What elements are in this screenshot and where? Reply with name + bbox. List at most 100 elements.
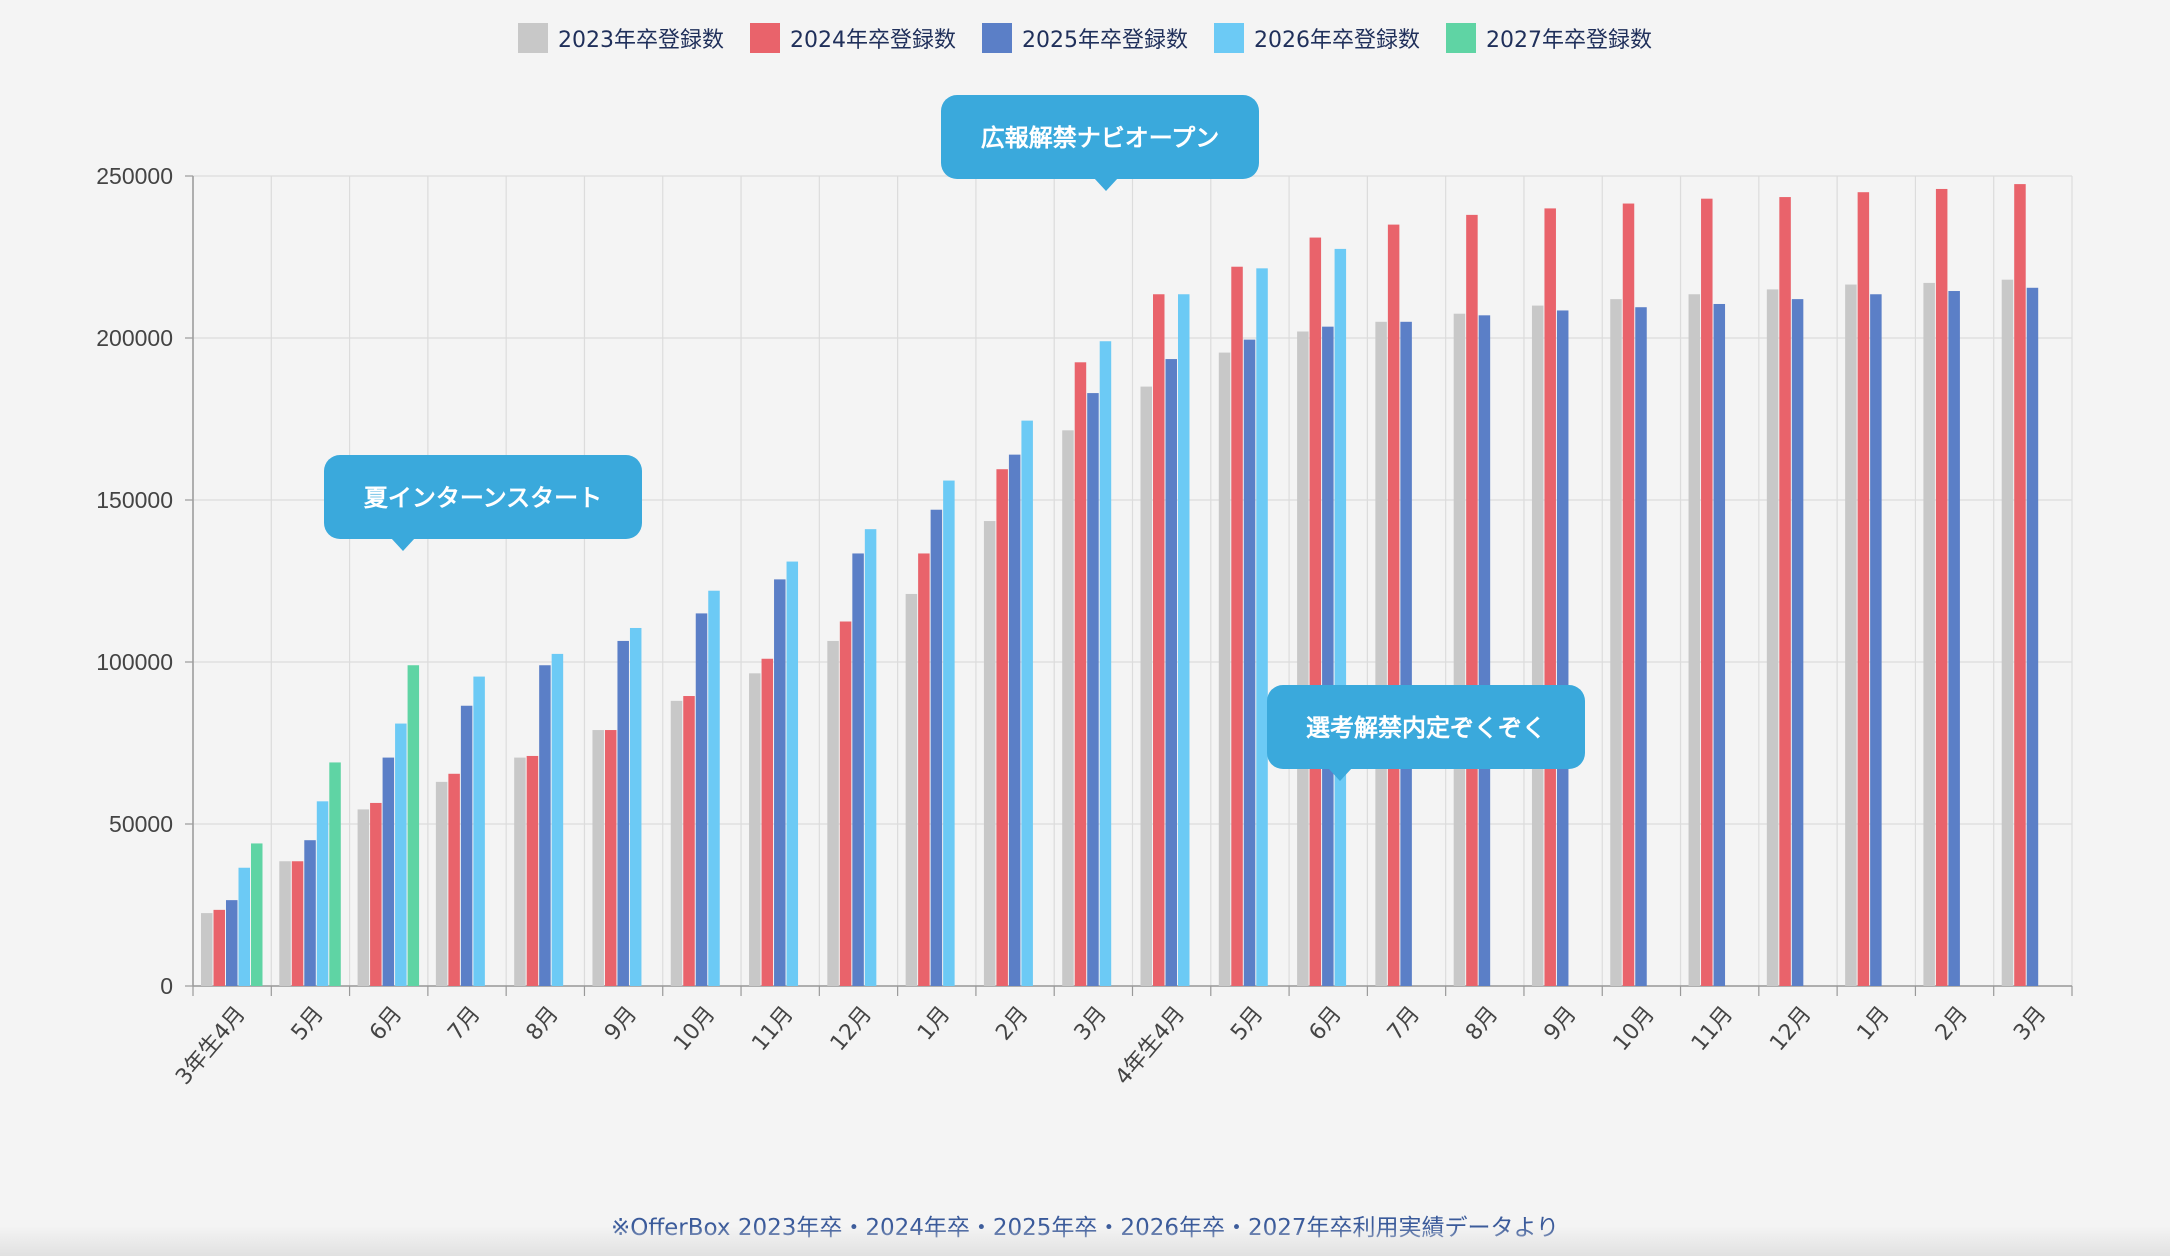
- legend-swatch: [1446, 23, 1476, 53]
- bar-3-4: [460, 705, 473, 986]
- legend-item-3: 2025年卒登録数: [982, 22, 1188, 54]
- legend-item-4: 2026年卒登録数: [1214, 22, 1420, 54]
- bar-4-14: [1256, 268, 1268, 987]
- bar-1-20: [1688, 294, 1701, 986]
- legend-label: 2024年卒登録数: [790, 28, 956, 53]
- bar-4-10: [943, 480, 955, 986]
- bar-2-12: [1074, 362, 1087, 986]
- bar-1-12: [1062, 430, 1074, 987]
- callout-1: 夏インターンスタート: [324, 455, 642, 551]
- bar-3-15: [1322, 326, 1334, 986]
- bar-2-1: [213, 909, 225, 986]
- legend-label: 2023年卒登録数: [558, 28, 724, 53]
- callout-pointer: [391, 538, 415, 551]
- y-tick-label: 50000: [109, 811, 173, 837]
- y-tick-label: 200000: [96, 325, 173, 351]
- bar-4-3: [395, 723, 407, 986]
- bar-4-7: [708, 590, 720, 986]
- bar-1-3: [357, 809, 370, 986]
- legend-swatch: [982, 23, 1012, 53]
- bar-3-3: [382, 757, 395, 986]
- bar-2-6: [604, 730, 617, 986]
- x-tick-label: 9月: [600, 1002, 642, 1046]
- x-tick-label: 8月: [522, 1002, 564, 1046]
- bar-2-9: [839, 621, 852, 986]
- x-tick-label: 6月: [365, 1002, 407, 1046]
- bar-1-21: [1766, 289, 1779, 986]
- bar-3-11: [1008, 454, 1021, 986]
- bar-4-15: [1334, 248, 1347, 986]
- bar-1-9: [827, 640, 839, 986]
- y-tick-label: 0: [160, 973, 173, 999]
- bottom-shade: [0, 1226, 2170, 1256]
- bar-3-20: [1713, 303, 1726, 987]
- bar-2-17: [1466, 214, 1478, 986]
- bar-5-2: [329, 762, 341, 986]
- y-tick-label: 150000: [96, 487, 173, 513]
- bar-chart: 0 50000 100000 150000 200000 250000 3年生4月 5月 6月 7…: [96, 95, 2073, 1090]
- bar-2-4: [448, 773, 460, 986]
- x-tick-label: 5月: [287, 1002, 329, 1046]
- bar-4-8: [786, 561, 799, 986]
- legend-swatch: [518, 23, 548, 53]
- bar-1-16: [1375, 321, 1387, 986]
- bar-4-12: [1099, 341, 1112, 986]
- bar-2-11: [996, 469, 1008, 987]
- y-tick-label: 250000: [96, 163, 173, 189]
- bar-1-1: [201, 913, 213, 986]
- x-tick-label: 1月: [1853, 1002, 1895, 1046]
- x-tick-label: 12月: [1765, 1002, 1816, 1056]
- bar-3-6: [617, 640, 629, 986]
- bar-1-10: [905, 593, 918, 986]
- bar-4-6: [629, 627, 642, 986]
- bar-4-9: [864, 529, 877, 986]
- bar-4-13: [1178, 294, 1190, 986]
- legend-swatch: [750, 23, 780, 53]
- bar-1-18: [1531, 305, 1544, 987]
- legend-swatch: [1214, 23, 1244, 53]
- bar-3-16: [1400, 321, 1412, 986]
- callout-box: [324, 455, 642, 539]
- bar-3-13: [1165, 359, 1177, 986]
- bar-3-7: [695, 613, 708, 986]
- callout-pointer: [1328, 768, 1352, 781]
- bar-3-9: [852, 553, 864, 986]
- bar-3-19: [1635, 307, 1647, 987]
- bar-3-21: [1791, 299, 1804, 986]
- bar-3-8: [774, 579, 786, 986]
- bar-2-7: [683, 696, 695, 986]
- bar-2-24: [2014, 184, 2026, 987]
- bar-2-15: [1309, 237, 1322, 986]
- x-tick-label: 2月: [1931, 1002, 1973, 1046]
- bar-1-11: [983, 521, 996, 986]
- callout-box: [941, 95, 1259, 179]
- bar-2-5: [526, 755, 539, 986]
- bar-2-23: [1935, 188, 1948, 986]
- bar-2-13: [1153, 294, 1165, 986]
- bar-4-2: [316, 801, 329, 986]
- bar-3-17: [1478, 315, 1491, 986]
- bar-2-3: [370, 802, 382, 986]
- legend-label: 2027年卒登録数: [1486, 28, 1652, 53]
- legend-item-2: 2024年卒登録数: [750, 22, 956, 54]
- bar-1-23: [1923, 282, 1935, 986]
- bar-1-19: [1610, 299, 1622, 986]
- bar-4-1: [238, 867, 250, 986]
- callout-pointer: [1094, 178, 1118, 191]
- legend-item-1: 2023年卒登録数: [518, 22, 724, 54]
- bar-2-18: [1544, 208, 1556, 986]
- x-tick-label: 7月: [1383, 1002, 1425, 1046]
- bar-1-6: [592, 730, 604, 986]
- y-tick-label: 100000: [96, 649, 173, 675]
- x-tick-label: 5月: [1226, 1002, 1268, 1046]
- x-tick-label: 6月: [1305, 1002, 1347, 1046]
- bar-2-10: [918, 553, 930, 986]
- bar-2-21: [1779, 197, 1791, 986]
- bar-1-15: [1297, 331, 1309, 986]
- bar-1-24: [2001, 279, 2014, 986]
- bar-3-1: [226, 900, 238, 986]
- bar-4-4: [473, 676, 485, 986]
- bar-3-5: [539, 665, 551, 986]
- bar-4-5: [551, 653, 564, 986]
- bar-1-7: [670, 700, 683, 986]
